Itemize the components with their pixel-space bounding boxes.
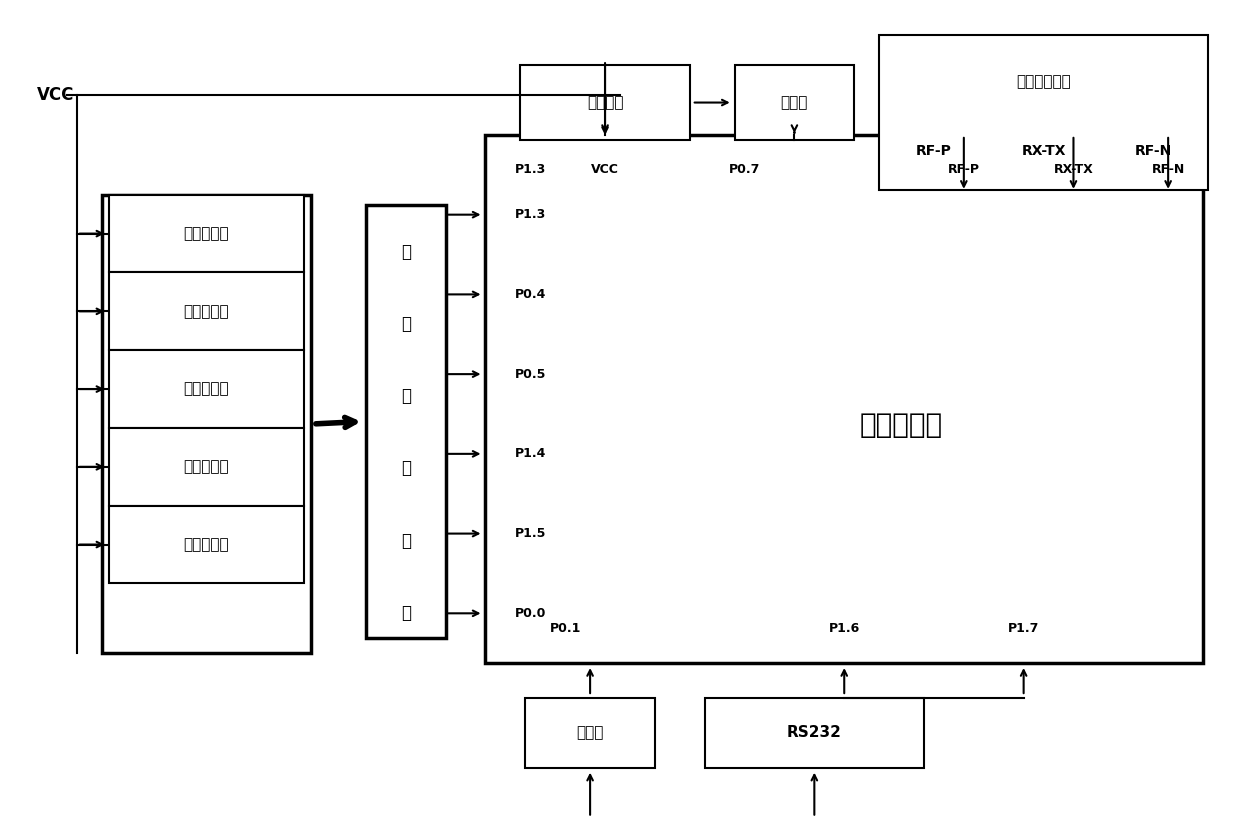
Text: 电压传感器: 电压传感器	[184, 382, 229, 396]
Text: P1.7: P1.7	[1008, 622, 1039, 634]
Text: 理: 理	[401, 460, 410, 477]
Text: RS232: RS232	[787, 725, 842, 741]
Text: RF-P: RF-P	[947, 163, 980, 176]
Text: 温度传感器: 温度传感器	[184, 226, 229, 241]
Text: 块: 块	[401, 604, 410, 622]
Text: 外接端: 外接端	[577, 725, 604, 741]
Bar	[109, 194, 304, 273]
Text: P0.7: P0.7	[729, 163, 760, 176]
Bar	[734, 65, 854, 140]
Bar	[526, 698, 655, 768]
Bar	[366, 204, 445, 639]
Text: 速度传感器: 速度传感器	[184, 459, 229, 475]
Bar	[521, 65, 689, 140]
Text: P1.6: P1.6	[828, 622, 859, 634]
Text: RF-P: RF-P	[916, 144, 952, 158]
Text: VCC: VCC	[37, 86, 74, 104]
Text: P1.5: P1.5	[516, 527, 547, 540]
Bar	[485, 135, 1203, 663]
Bar	[109, 273, 304, 350]
Text: 模: 模	[401, 531, 410, 550]
Text: P0.0: P0.0	[516, 606, 547, 620]
Text: 振动传感器: 振动传感器	[184, 537, 229, 552]
Text: RF-N: RF-N	[1152, 163, 1184, 176]
Text: P1.4: P1.4	[516, 447, 547, 461]
Bar	[879, 35, 1208, 190]
Text: P1.3: P1.3	[516, 208, 547, 221]
Text: 外接端: 外接端	[781, 95, 808, 110]
Text: 电流传感器: 电流传感器	[184, 304, 229, 319]
Text: RX-TX: RX-TX	[1022, 144, 1066, 158]
Bar	[109, 350, 304, 428]
Text: P0.1: P0.1	[549, 622, 580, 634]
Text: 无线传输模块: 无线传输模块	[1017, 74, 1071, 89]
Text: 号: 号	[401, 315, 410, 333]
Text: P0.4: P0.4	[516, 288, 547, 301]
Bar	[109, 506, 304, 583]
Bar	[102, 194, 311, 653]
Text: VCC: VCC	[591, 163, 619, 176]
Text: P1.3: P1.3	[516, 163, 547, 176]
Text: 嵌入式芯片: 嵌入式芯片	[861, 411, 944, 439]
Text: RF-N: RF-N	[1135, 144, 1172, 158]
Text: P0.5: P0.5	[516, 368, 547, 381]
Text: 调: 调	[401, 387, 410, 405]
Bar	[704, 698, 924, 768]
Text: RX-TX: RX-TX	[1054, 163, 1094, 176]
Text: 电源模块: 电源模块	[587, 95, 624, 110]
Text: 信: 信	[401, 242, 410, 260]
Bar	[109, 428, 304, 506]
